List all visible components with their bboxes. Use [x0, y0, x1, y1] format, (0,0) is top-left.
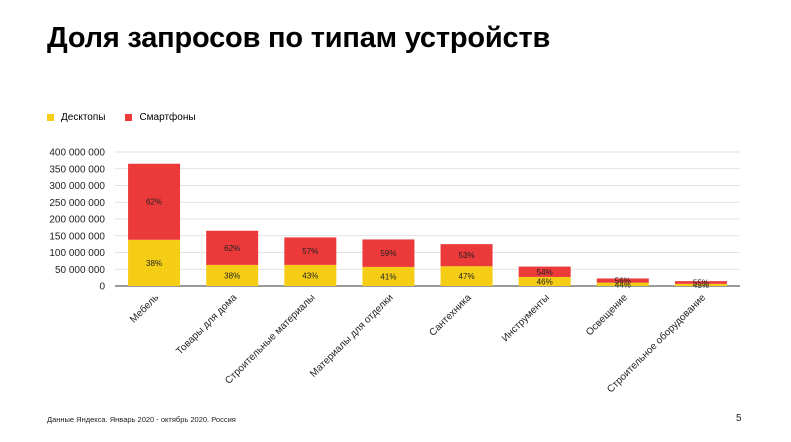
data-label-smartphone: 62% [224, 244, 240, 253]
x-tick-label: Товары для дома [174, 292, 239, 357]
bar-segment-smartphone [440, 244, 493, 267]
x-tick-label: Освещение [584, 292, 630, 338]
data-label-desktop: 45% [693, 281, 709, 290]
data-label-smartphone: 57% [302, 247, 318, 256]
bar-segment-smartphone [284, 237, 337, 265]
y-tick-label: 100 000 000 [49, 248, 105, 259]
data-label-smartphone: 53% [459, 251, 475, 260]
bar-segment-smartphone [596, 278, 649, 283]
y-tick-label: 0 [99, 282, 105, 293]
bar-segment-desktop [596, 282, 649, 286]
bar-segment-desktop [362, 266, 415, 286]
bar-segment-smartphone [674, 281, 727, 284]
y-tick-label: 400 000 000 [49, 148, 105, 159]
y-tick-label: 350 000 000 [49, 164, 105, 175]
data-label-desktop: 43% [302, 271, 318, 280]
y-tick-label: 200 000 000 [49, 215, 105, 226]
y-tick-label: 250 000 000 [49, 198, 105, 209]
data-label-smartphone: 59% [380, 249, 396, 258]
x-tick-label: Материалы для отделки [308, 292, 395, 379]
y-tick-label: 50 000 000 [55, 265, 105, 276]
x-tick-label: Строительные материалы [223, 292, 317, 386]
x-tick-label: Инструменты [500, 292, 552, 344]
data-label-desktop: 47% [459, 272, 475, 281]
y-tick-label: 150 000 000 [49, 231, 105, 242]
bar-segment-smartphone [362, 239, 415, 267]
legend-label-desktop: Десктопы [61, 112, 106, 123]
chart-legend: Десктопы Смартфоны [47, 112, 196, 123]
legend-swatch-desktop [47, 114, 54, 121]
page-number: 5 [736, 413, 742, 424]
data-label-smartphone: 62% [146, 198, 162, 207]
data-label-desktop: 46% [537, 277, 553, 286]
legend-item-desktop: Десктопы [47, 112, 105, 123]
data-label-desktop: 41% [380, 272, 396, 281]
bar-segment-desktop [284, 264, 337, 286]
legend-item-smartphone: Смартфоны [125, 112, 196, 123]
x-tick-label: Мебель [127, 292, 161, 326]
legend-label-smartphone: Смартфоны [139, 112, 196, 123]
x-tick-label: Сантехника [427, 292, 474, 339]
data-label-desktop: 44% [615, 280, 631, 289]
bar-segment-smartphone [518, 266, 571, 277]
bar-segment-desktop [128, 239, 181, 286]
y-tick-label: 300 000 000 [49, 181, 105, 192]
legend-swatch-smartphone [125, 114, 133, 121]
data-label-smartphone: 55% [693, 278, 709, 287]
bar-segment-desktop [674, 283, 727, 286]
bar-segment-smartphone [128, 163, 181, 240]
data-label-desktop: 38% [146, 259, 162, 268]
bar-segment-desktop [206, 264, 259, 286]
data-label-smartphone: 54% [537, 268, 553, 277]
bar-segment-desktop [518, 276, 571, 286]
bar-segment-desktop [440, 266, 493, 286]
data-label-smartphone: 56% [615, 277, 631, 286]
data-label-desktop: 38% [224, 271, 240, 280]
bar-segment-smartphone [206, 230, 259, 265]
source-note: Данные Яндекса. Январь 2020 - октябрь 20… [47, 415, 236, 424]
page-title: Доля запросов по типам устройств [47, 22, 551, 54]
